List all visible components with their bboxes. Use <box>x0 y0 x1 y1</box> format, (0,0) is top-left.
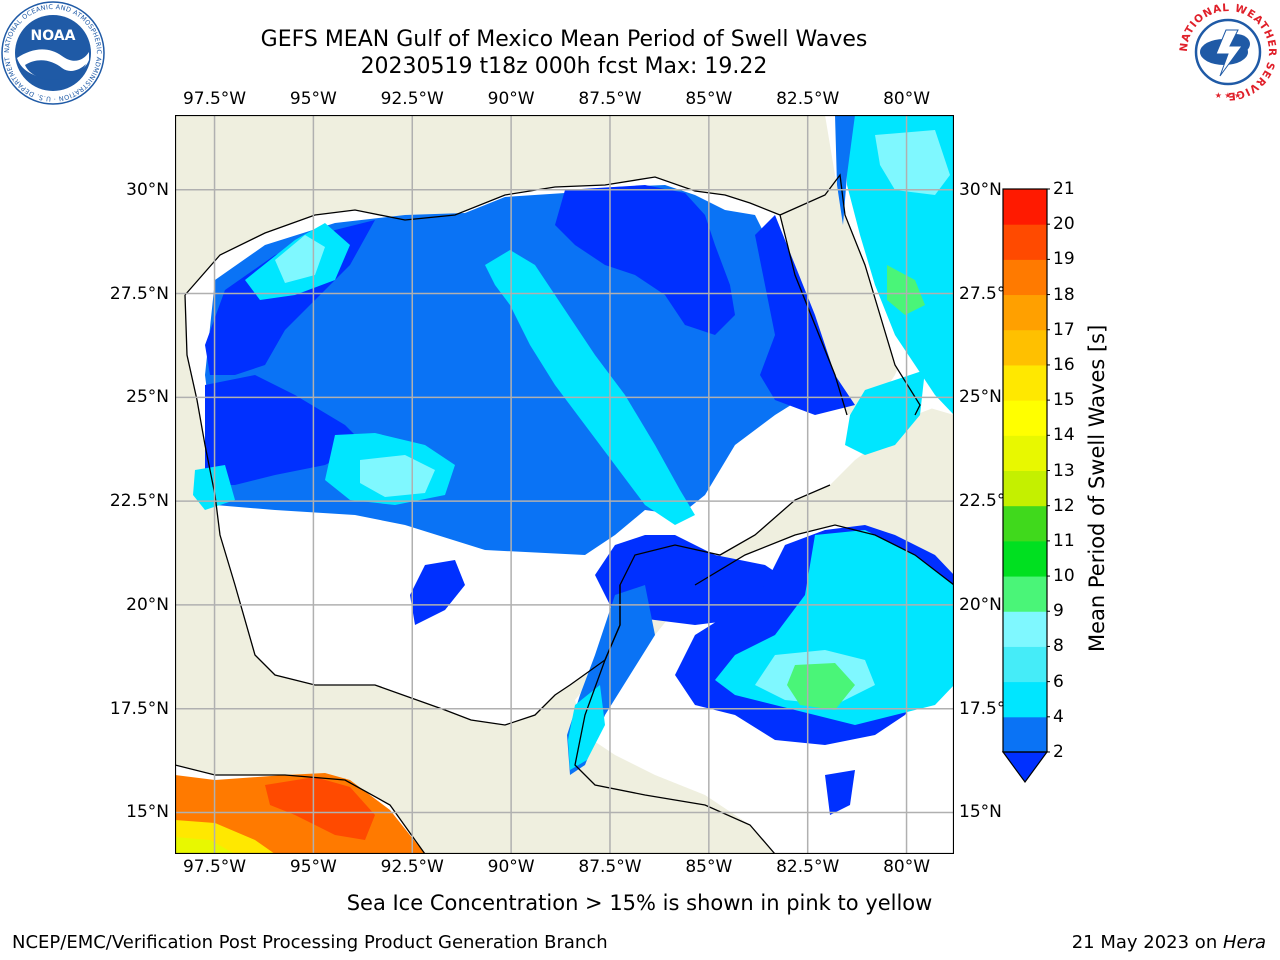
latitude-tick-label: 17.5°N <box>109 698 169 719</box>
colorbar-segment <box>1003 189 1047 225</box>
colorbar-tick-label: 2 <box>1053 742 1064 762</box>
colorbar-label: Mean Period of Swell Waves [s] <box>1085 324 1109 652</box>
latitude-tick-label: 25°N <box>959 387 1002 408</box>
colorbar-tick-label: 14 <box>1053 425 1075 446</box>
coastline-florida <box>779 173 921 416</box>
latitude-tick-label: 27.5°N <box>109 283 169 304</box>
colorbar-segment <box>1003 259 1047 296</box>
longitude-tick-label: 90°W <box>487 857 535 877</box>
latitude-tick-label: 30°N <box>126 179 169 200</box>
swell-field-deep-blue-2 <box>205 375 365 485</box>
longitude-tick-label: 85°W <box>685 89 733 109</box>
latitude-tick-label: 20°N <box>126 594 169 615</box>
colorbar-tick-label: 11 <box>1053 530 1075 551</box>
colorbar-tick-label: 12 <box>1053 495 1075 516</box>
colorbar-segment <box>1003 224 1047 260</box>
swell-field-light-cyan-1 <box>360 455 435 497</box>
swell-field-deep-blue-3 <box>555 185 735 335</box>
coastline-gulf <box>184 176 848 726</box>
colorbar-tick-label: 10 <box>1053 566 1075 587</box>
nws-logo: NATIONAL WEATHER SERVICE ★ ★ ★ <box>1178 2 1278 102</box>
longitude-tick-label: 90°W <box>487 89 535 109</box>
footer-left: NCEP/EMC/Verification Post Processing Pr… <box>12 932 608 953</box>
longitude-tick-label: 87.5°W <box>578 857 642 877</box>
colorbar-segment <box>1003 716 1047 753</box>
colorbar-tick-label: 6 <box>1053 671 1064 692</box>
footer-date: 21 May 2023 on <box>1071 932 1223 953</box>
longitude-tick-label: 80°W <box>883 857 931 877</box>
swell-field-cyan-streak <box>485 250 695 525</box>
swell-field-light-cyan-2 <box>275 235 325 283</box>
footer-host: Hera <box>1222 932 1266 953</box>
sea-ice-note: Sea Ice Concentration > 15% is shown in … <box>346 891 933 915</box>
colorbar-tick-label: 19 <box>1053 249 1075 270</box>
latitude-tick-label: 15°N <box>959 802 1002 823</box>
colorbar-segment <box>1003 329 1047 366</box>
colorbar-tick-label: 17 <box>1053 319 1075 340</box>
colorbar-tick-label: 8 <box>1053 636 1064 657</box>
map-title: GEFS MEAN Gulf of Mexico Mean Period of … <box>260 27 868 52</box>
colorbar-segment <box>1003 681 1047 718</box>
colorbar-tick-label: 18 <box>1053 284 1075 305</box>
colorbar-tick-label: 21 <box>1053 179 1075 199</box>
colorbar-tick-label: 9 <box>1053 601 1064 622</box>
graticule <box>175 115 954 854</box>
longitude-tick-label: 97.5°W <box>182 857 247 877</box>
colorbar-extend-min <box>1001 751 1049 784</box>
swell-field-caribbean-green <box>787 663 855 710</box>
noaa-logo: NATIONAL OCEANIC AND ATMOSPHERIC ADMINIS… <box>0 0 105 105</box>
colorbar-segment <box>1003 646 1047 683</box>
longitude-tick-label: 97.5°W <box>182 89 247 109</box>
map-frame <box>175 115 954 854</box>
longitude-tick-label: 80°W <box>883 89 931 109</box>
longitude-tick-label: 92.5°W <box>380 857 444 877</box>
swell-field-yucatan-cyan <box>568 685 605 770</box>
latitude-tick-label: 22.5°N <box>109 491 169 512</box>
swell-field-atlantic-light <box>875 130 950 195</box>
colorbar-segment <box>1003 470 1047 507</box>
coastline-cuba <box>694 524 954 586</box>
latitude-tick-label: 30°N <box>959 179 1002 200</box>
latitude-tick-label: 20°N <box>959 594 1002 615</box>
footer-right: 21 May 2023 on Hera <box>1072 932 1266 953</box>
swell-field-deep-blue-6 <box>410 560 465 625</box>
colorbar-segment <box>1003 505 1047 542</box>
colorbar-segment <box>1003 435 1047 471</box>
colorbar-segment <box>1003 294 1047 331</box>
longitude-tick-label: 82.5°W <box>776 857 840 877</box>
gulf-map <box>175 115 954 854</box>
colorbar-tick-label: 13 <box>1053 460 1075 481</box>
swell-field-pacific-lime <box>175 837 235 854</box>
swell-field-pacific-red <box>265 777 375 840</box>
longitude-tick-label: 85°W <box>685 857 733 877</box>
colorbar <box>1001 188 1050 784</box>
swell-field-deep-blue-4 <box>755 215 855 415</box>
colorbar-segment <box>1003 400 1047 436</box>
colorbar-segment <box>1003 611 1047 647</box>
longitude-tick-label: 87.5°W <box>578 89 642 109</box>
colorbar-tick-label: 4 <box>1053 706 1064 727</box>
colorbar-tick-label: 16 <box>1053 354 1075 375</box>
colorbar-segment <box>1003 364 1047 401</box>
longitude-tick-label: 92.5°W <box>380 89 444 109</box>
noaa-logo-text: NOAA <box>31 28 76 44</box>
coastline-central-america <box>574 585 776 854</box>
colorbar-segment <box>1003 540 1047 577</box>
colorbar-tick-label: 15 <box>1053 390 1075 411</box>
colorbar-tick-label: 20 <box>1053 214 1075 235</box>
colorbar-segment <box>1003 576 1047 612</box>
longitude-tick-label: 82.5°W <box>776 89 840 109</box>
swell-field-straits-cyan <box>845 370 925 455</box>
swell-field-atlantic-blue <box>835 115 855 225</box>
svg-text:★ ★ ★: ★ ★ ★ <box>1215 91 1242 100</box>
map-subtitle: 20230519 t18z 000h fcst Max: 19.22 <box>360 54 768 79</box>
swell-field-islands-blue <box>825 770 855 815</box>
latitude-tick-label: 15°N <box>126 802 169 823</box>
longitude-tick-label: 95°W <box>289 89 337 109</box>
latitude-tick-label: 25°N <box>126 387 169 408</box>
longitude-tick-label: 95°W <box>289 857 337 877</box>
